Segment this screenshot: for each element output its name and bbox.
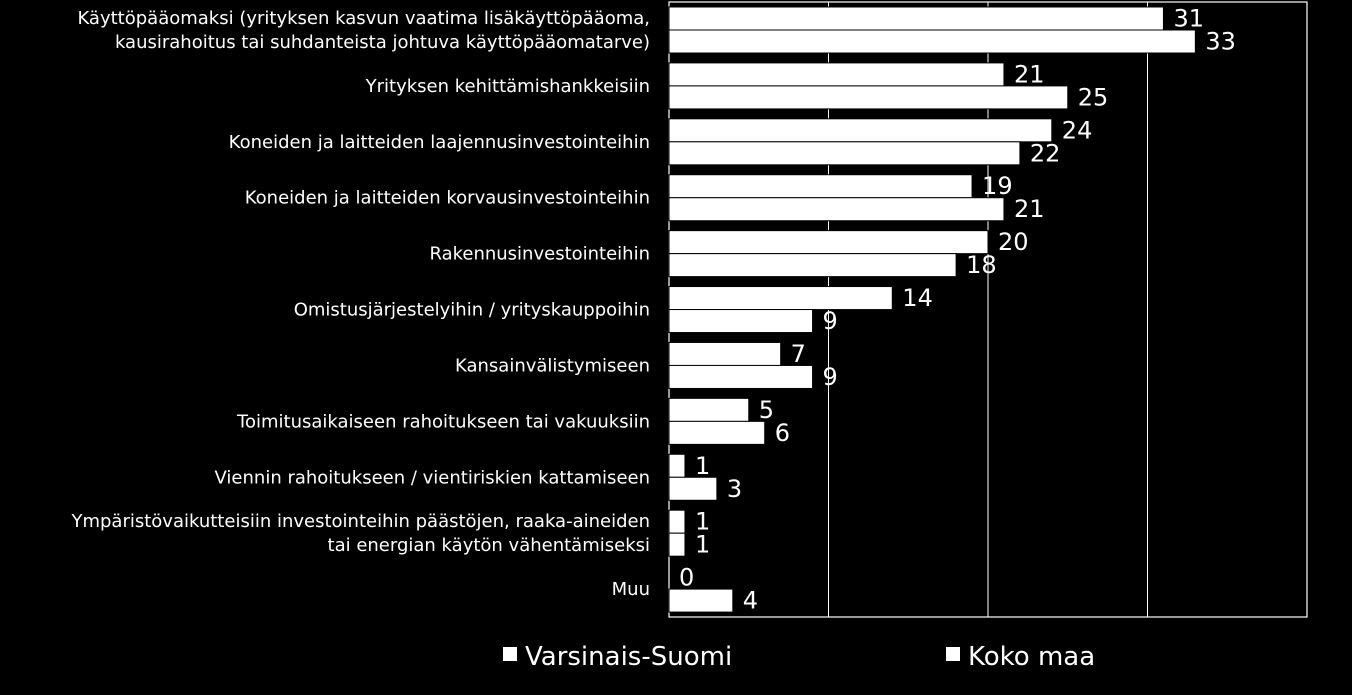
data-label: 14 (902, 284, 933, 312)
data-label: 9 (823, 363, 838, 391)
category-label: Ympäristövaikutteisiin investointeihin p… (70, 511, 650, 556)
data-label: 7 (791, 340, 806, 368)
bar-koko-maa (668, 476, 718, 501)
bar-varsinais-suomi (668, 509, 686, 534)
data-label: 9 (823, 307, 838, 335)
data-label: 1 (695, 531, 710, 559)
bar-koko-maa (668, 364, 814, 389)
bar-varsinais-suomi (668, 6, 1164, 31)
data-label: 5 (759, 396, 774, 424)
category-label: Kansainvälistymiseen (455, 355, 650, 376)
bar-koko-maa (668, 420, 766, 445)
data-label: 22 (1030, 139, 1061, 167)
bar-koko-maa (668, 85, 1069, 110)
data-label: 33 (1205, 28, 1236, 56)
bar-varsinais-suomi (668, 341, 782, 366)
data-label: 0 (679, 564, 694, 592)
bar-varsinais-suomi (668, 230, 989, 255)
data-label: 1 (695, 452, 710, 480)
bar-koko-maa (668, 29, 1196, 54)
data-label: 19 (982, 172, 1013, 200)
data-label: 3 (727, 475, 742, 503)
data-label: 24 (1062, 116, 1093, 144)
bar-varsinais-suomi (668, 174, 973, 199)
bar-koko-maa (668, 253, 957, 278)
data-label: 4 (743, 587, 758, 615)
bar-koko-maa (668, 532, 686, 557)
bar-koko-maa (668, 309, 814, 334)
bar-koko-maa (668, 588, 734, 613)
bar-koko-maa (668, 197, 1005, 222)
category-label: Rakennusinvestointeihin (429, 244, 650, 265)
bar-varsinais-suomi (668, 453, 686, 478)
category-label: Koneiden ja laitteiden korvausinvestoint… (245, 188, 650, 209)
bar-koko-maa (668, 141, 1021, 166)
category-label: Muu (612, 579, 650, 600)
category-label: Viennin rahoitukseen / vientiriskien kat… (215, 467, 650, 488)
legend-swatch (946, 647, 960, 661)
bar-varsinais-suomi (668, 62, 1005, 87)
bar-varsinais-suomi (668, 118, 1053, 143)
data-label: 6 (775, 419, 790, 447)
category-label: Toimitusaikaiseen rahoitukseen tai vakuu… (236, 411, 650, 432)
data-label: 1 (695, 508, 710, 536)
bar-varsinais-suomi (668, 397, 750, 422)
data-label: 21 (1014, 195, 1045, 223)
data-label: 21 (1014, 60, 1045, 88)
category-label: Yrityksen kehittämishankkeisiin (365, 76, 650, 97)
data-label: 25 (1078, 83, 1109, 111)
category-label: Omistusjärjestelyihin / yrityskauppoihin (294, 300, 650, 321)
category-label: Koneiden ja laitteiden laajennusinvestoi… (229, 132, 650, 153)
bar-varsinais-suomi (668, 286, 893, 311)
category-label: Käyttöpääomaksi (yrityksen kasvun vaatim… (77, 8, 650, 53)
data-label: 31 (1173, 5, 1204, 33)
legend-swatch (503, 647, 517, 661)
legend-label: Koko maa (968, 642, 1095, 672)
data-label: 20 (998, 228, 1029, 256)
data-label: 18 (966, 251, 997, 279)
legend-label: Varsinais-Suomi (525, 642, 732, 672)
